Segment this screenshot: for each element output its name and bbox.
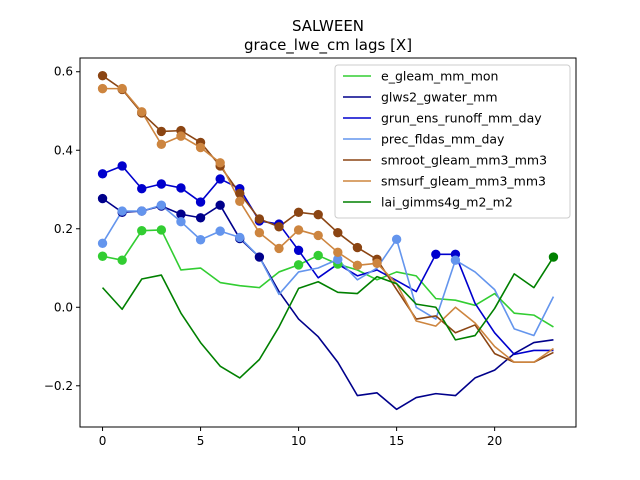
- data-point-smsurf_gleam_mm3_mm3: [333, 247, 343, 258]
- data-point-smsurf_gleam_mm3_mm3: [195, 142, 206, 153]
- data-point-prec_fldas_mm_day: [97, 238, 108, 248]
- data-point-smsurf_gleam_mm3_mm3: [156, 139, 167, 150]
- y-axis: −0.2 0.0 0.2 0.4 0.6: [44, 65, 80, 393]
- data-point-smroot_gleam_mm3_mm3: [235, 188, 245, 199]
- data-point-smsurf_gleam_mm3_mm3: [254, 227, 265, 238]
- y-tick-label: 0.4: [54, 143, 73, 157]
- data-point-grun_ens_runoff_mm_day: [156, 179, 167, 189]
- data-point-prec_fldas_mm_day: [156, 200, 167, 210]
- y-tick-label: 0.2: [54, 222, 73, 236]
- data-point-prec_fldas_mm_day: [215, 226, 225, 236]
- data-point-smroot_gleam_mm3_mm3: [333, 227, 343, 238]
- y-tick-label: 0.6: [54, 65, 73, 79]
- data-point-e_gleam_mm_mon: [293, 260, 304, 270]
- legend: e_gleam_mm_mon glws2_gwater_mm grun_ens_ru…: [334, 64, 571, 219]
- data-point-grun_ens_runoff_mm_day: [137, 184, 147, 194]
- y-tick-label: 0.0: [54, 300, 73, 314]
- legend-label: prec_fldas_mm_day: [381, 132, 505, 147]
- data-point-smroot_gleam_mm3_mm3: [274, 222, 284, 232]
- chart-subtitle: grace_lwe_cm lags [X]: [244, 36, 412, 55]
- data-point-grun_ens_runoff_mm_day: [195, 197, 206, 207]
- legend-box: [334, 64, 571, 219]
- data-point-smsurf_gleam_mm3_mm3: [293, 225, 304, 235]
- legend-label: lai_gimms4g_m2_m2: [381, 195, 513, 210]
- data-point-prec_fldas_mm_day: [391, 234, 402, 245]
- data-point-smroot_gleam_mm3_mm3: [293, 207, 304, 217]
- data-point-smsurf_gleam_mm3_mm3: [215, 158, 225, 168]
- data-point-e_gleam_mm_mon: [117, 255, 127, 265]
- data-point-prec_fldas_mm_day: [450, 255, 461, 265]
- data-point-prec_fldas_mm_day: [137, 206, 147, 216]
- x-tick-label: 20: [487, 434, 502, 448]
- legend-label: smroot_gleam_mm3_mm3: [381, 153, 547, 168]
- data-point-grun_ens_runoff_mm_day: [293, 245, 304, 256]
- legend-label: grun_ens_runoff_mm_day: [381, 111, 542, 126]
- data-point-e_gleam_mm_mon: [137, 226, 147, 236]
- data-point-smsurf_gleam_mm3_mm3: [97, 83, 108, 94]
- data-point-glws2_gwater_mm: [254, 252, 265, 262]
- data-point-grun_ens_runoff_mm_day: [176, 183, 186, 193]
- data-point-smroot_gleam_mm3_mm3: [254, 214, 265, 224]
- legend-label: e_gleam_mm_mon: [381, 69, 498, 84]
- x-tick-label: 15: [389, 434, 404, 448]
- data-point-prec_fldas_mm_day: [235, 232, 245, 243]
- data-point-smsurf_gleam_mm3_mm3: [372, 258, 382, 269]
- data-point-smsurf_gleam_mm3_mm3: [137, 107, 147, 117]
- data-point-smroot_gleam_mm3_mm3: [352, 242, 363, 253]
- data-point-smsurf_gleam_mm3_mm3: [313, 230, 323, 241]
- x-tick-label: 0: [99, 434, 107, 448]
- data-point-smroot_gleam_mm3_mm3: [97, 70, 108, 81]
- x-tick-label: 10: [291, 434, 306, 448]
- y-tick-label: −0.2: [44, 379, 73, 393]
- legend-label: smsurf_gleam_mm3_mm3: [381, 174, 546, 189]
- data-point-smsurf_gleam_mm3_mm3: [235, 196, 245, 206]
- data-point-grun_ens_runoff_mm_day: [215, 174, 225, 184]
- data-point-glws2_gwater_mm: [215, 200, 225, 210]
- x-tick-label: 5: [197, 434, 205, 448]
- chart-title: SALWEEN: [292, 17, 364, 35]
- legend-label: glws2_gwater_mm: [381, 90, 498, 105]
- series-line-e_gleam_mm_mon: [102, 229, 554, 328]
- data-point-grun_ens_runoff_mm_day: [431, 249, 441, 259]
- data-point-grun_ens_runoff_mm_day: [117, 161, 127, 171]
- data-point-glws2_gwater_mm: [195, 213, 206, 223]
- data-point-smsurf_gleam_mm3_mm3: [176, 131, 186, 141]
- data-point-e_gleam_mm_mon: [313, 250, 323, 261]
- data-point-smsurf_gleam_mm3_mm3: [352, 260, 363, 270]
- data-point-glws2_gwater_mm: [97, 193, 108, 204]
- data-point-smsurf_gleam_mm3_mm3: [274, 243, 284, 254]
- data-point-prec_fldas_mm_day: [117, 206, 127, 216]
- data-point-smroot_gleam_mm3_mm3: [313, 209, 323, 220]
- series-line-glws2_gwater_mm: [102, 197, 554, 411]
- plot-markers: [97, 70, 559, 270]
- data-point-prec_fldas_mm_day: [195, 235, 206, 245]
- data-point-e_gleam_mm_mon: [156, 225, 167, 235]
- x-axis: 0 5 10 15 20: [99, 427, 502, 448]
- data-point-prec_fldas_mm_day: [176, 216, 186, 227]
- data-point-lai_gimms4g_m2_m2: [548, 252, 559, 262]
- data-point-grun_ens_runoff_mm_day: [97, 169, 108, 179]
- data-point-smroot_gleam_mm3_mm3: [156, 126, 167, 137]
- data-point-smsurf_gleam_mm3_mm3: [117, 83, 127, 94]
- data-point-e_gleam_mm_mon: [97, 251, 108, 261]
- plot-frame: [79, 57, 577, 428]
- series-line-lai_gimms4g_m2_m2: [101, 256, 555, 379]
